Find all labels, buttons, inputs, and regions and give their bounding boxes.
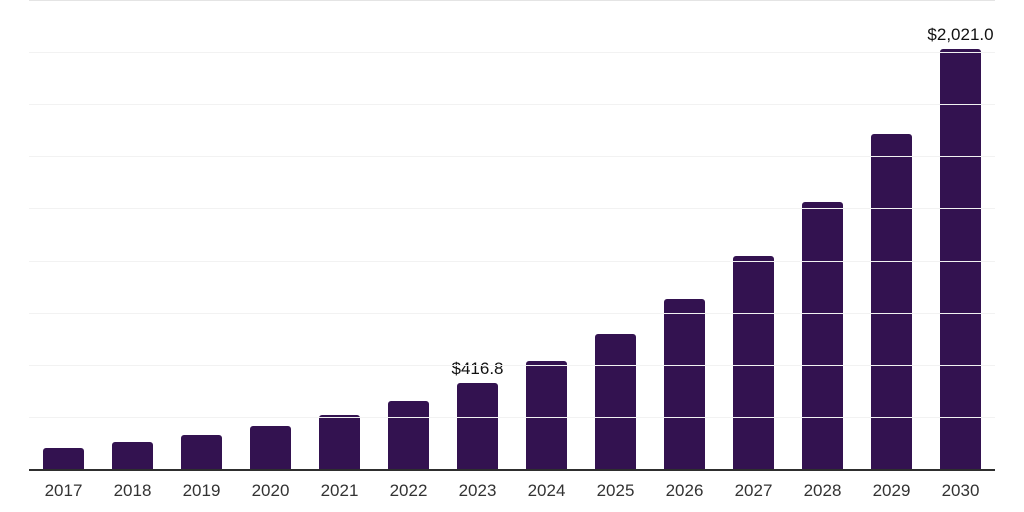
x-axis-tick-label-2024: 2024 (527, 481, 566, 500)
x-axis-tick-label-2026: 2026 (665, 481, 704, 500)
bar-value-label-2023: $416.8 (451, 359, 504, 379)
bar-column-2026 (650, 1, 719, 470)
bar-column-2025 (581, 1, 650, 470)
x-axis-tick-label-2018: 2018 (113, 481, 152, 500)
bar-column-2024 (512, 1, 581, 470)
x-axis-tick-label-2017: 2017 (44, 481, 83, 500)
bar-column-2020 (236, 1, 305, 470)
x-axis-tick-label-2022: 2022 (389, 481, 428, 500)
gridline (29, 364, 995, 366)
gridline (29, 104, 995, 106)
bar-2022 (388, 400, 429, 470)
bar-column-2022 (374, 1, 443, 470)
bar-2027 (733, 255, 774, 470)
bar-2020 (250, 425, 291, 470)
x-axis-tick-label-2029: 2029 (872, 481, 911, 500)
x-axis-tick-label-2025: 2025 (596, 481, 635, 500)
x-axis-tick-label-2028: 2028 (803, 481, 842, 500)
bar-2025 (595, 333, 636, 470)
bar-2024 (526, 361, 567, 470)
bar-column-2023: $416.8 (443, 1, 512, 470)
gridline-top (29, 0, 995, 1)
bar-column-2021 (305, 1, 374, 470)
bar-column-2017 (29, 1, 98, 470)
bar-2018 (112, 441, 153, 470)
gridline (29, 52, 995, 54)
x-axis-tick-label-2030: 2030 (941, 481, 980, 500)
bar-2017 (43, 447, 84, 470)
gridline (29, 208, 995, 210)
gridline (29, 312, 995, 314)
bar-2023 (457, 383, 498, 470)
bar-2028 (802, 201, 843, 470)
bar-column-2028 (788, 1, 857, 470)
x-axis-tick-label-2019: 2019 (182, 481, 221, 500)
bars-row: $416.8 $2,021.0 (29, 1, 995, 470)
gridline (29, 416, 995, 418)
bar-column-2029 (857, 1, 926, 470)
gridline (29, 156, 995, 158)
x-axis-tick-label-2020: 2020 (251, 481, 290, 500)
bar-2026 (664, 299, 705, 470)
bar-column-2019 (167, 1, 236, 470)
bar-2019 (181, 434, 222, 470)
x-axis-tick-label-2027: 2027 (734, 481, 773, 500)
bar-2021 (319, 414, 360, 470)
x-axis-line (29, 469, 995, 471)
bar-column-2027 (719, 1, 788, 470)
x-axis-tick-label-2023: 2023 (458, 481, 497, 500)
bar-2029 (871, 134, 912, 470)
bar-column-2018 (98, 1, 167, 470)
bar-2030 (940, 48, 981, 470)
bar-value-label-2030: $2,021.0 (927, 24, 994, 44)
gridline (29, 260, 995, 262)
plot-area: $416.8 $2,021.0 (29, 0, 995, 470)
x-axis-tick-label-2021: 2021 (320, 481, 359, 500)
x-axis-labels: 2017 2018 2019 2020 2021 2022 2023 2024 2025 2026… (29, 481, 995, 501)
bar-column-2030: $2,021.0 (926, 1, 995, 470)
